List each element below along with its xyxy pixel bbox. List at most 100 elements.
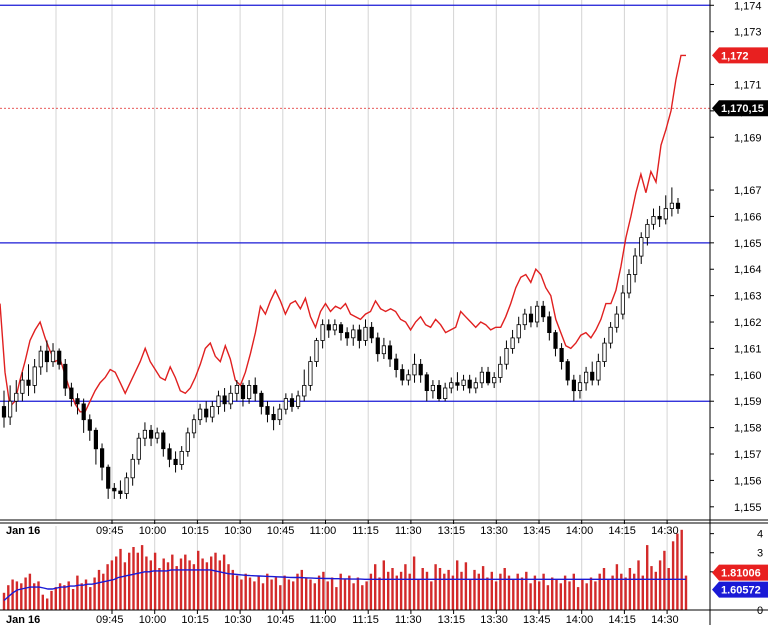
x-tick-label: 11:00 (310, 525, 337, 537)
red-series-badge-text: 1,172 (721, 50, 749, 62)
volume-bar (456, 560, 459, 610)
candle (553, 329, 558, 357)
candle-body (406, 374, 411, 381)
candle (387, 340, 393, 367)
candle-body (204, 408, 209, 418)
y-tick-label: 1,174 (734, 0, 762, 12)
volume-bar (563, 575, 567, 610)
candle (106, 464, 111, 499)
candle-body (541, 305, 546, 318)
candle-body (590, 371, 595, 381)
volume-y-tick-label: 4 (757, 529, 763, 541)
candle-body (473, 382, 478, 389)
candle-body (69, 387, 74, 400)
volume-bar (102, 573, 105, 610)
x-tick-label: 10:15 (181, 525, 209, 537)
candle (204, 401, 209, 423)
candle (265, 401, 270, 423)
candle-body (479, 371, 485, 384)
candle-body (498, 363, 503, 378)
volume-bar (20, 583, 23, 610)
candle (148, 424, 154, 447)
y-tick-label: 1,158 (734, 423, 762, 435)
x-tick-label: 14:30 (651, 525, 679, 537)
candle-body (522, 313, 527, 326)
candle (20, 372, 25, 402)
candle-body (130, 458, 135, 479)
x-tick-label: 14:00 (566, 525, 594, 537)
candle-body (620, 292, 626, 315)
volume-bar (97, 569, 101, 610)
volume-bar (222, 554, 226, 610)
volume-bar (205, 562, 209, 610)
volume-bar (361, 585, 364, 610)
candle (522, 308, 527, 330)
volume-bar (292, 581, 295, 610)
volume-bar (469, 579, 472, 610)
candle (283, 393, 289, 415)
candle-body (295, 395, 301, 407)
candle-body (443, 387, 448, 400)
volume-bar (123, 562, 127, 610)
candle-body (602, 342, 607, 363)
candle (547, 311, 552, 341)
candle (136, 432, 141, 465)
candle (535, 300, 540, 328)
candle-body (663, 208, 668, 220)
candle-body (381, 345, 387, 355)
candle (590, 361, 595, 386)
candle-body (1, 406, 7, 418)
volume-bar (24, 577, 27, 610)
volume-bar (520, 577, 524, 610)
volume-bar (11, 579, 14, 610)
volume-bar (425, 571, 429, 610)
candle (412, 353, 417, 383)
volume-bar (162, 558, 165, 610)
candle-body (424, 374, 429, 391)
candle (467, 374, 472, 394)
volume-bar (188, 560, 191, 610)
candle-body (492, 377, 497, 384)
volume-bar (633, 573, 636, 610)
candle (663, 195, 668, 225)
candle (179, 446, 184, 470)
candle (418, 358, 423, 383)
red-line-path (0, 54, 686, 413)
volume-bar (58, 583, 62, 610)
volume-bar (404, 564, 407, 610)
volume-bar (140, 545, 144, 610)
candle (167, 443, 172, 468)
candle (7, 385, 13, 425)
candle (394, 353, 399, 378)
price-grid (55, 0, 668, 520)
candle-body (161, 432, 166, 450)
volume-bar (382, 560, 385, 610)
candle-body (142, 429, 147, 439)
volume-bar (667, 568, 670, 610)
candle (620, 285, 626, 320)
x-tick-label: 13:30 (480, 525, 508, 537)
volume-bar (365, 581, 368, 610)
candle (473, 377, 478, 394)
candle-body (675, 202, 681, 209)
candle-body (467, 379, 472, 389)
volume-bar (153, 552, 157, 610)
candle-body (246, 384, 252, 399)
volume-bar (559, 583, 562, 610)
candle (271, 406, 276, 431)
candle (351, 324, 356, 346)
candle (657, 205, 662, 228)
candle-body (234, 384, 239, 394)
candle-body (26, 379, 31, 386)
candle (639, 232, 644, 264)
candle (559, 343, 564, 370)
candle (565, 358, 570, 386)
volume-bar-badge-shape (712, 564, 768, 581)
candle (75, 393, 80, 415)
candle-body (136, 437, 141, 460)
price-x-axis: Jan 16 09:45 10:00 10:15 10:30 10:45 11:00 11:1… (6, 520, 679, 537)
volume-bar (201, 558, 204, 610)
volume-x-tick-label: 11:00 (310, 614, 337, 625)
